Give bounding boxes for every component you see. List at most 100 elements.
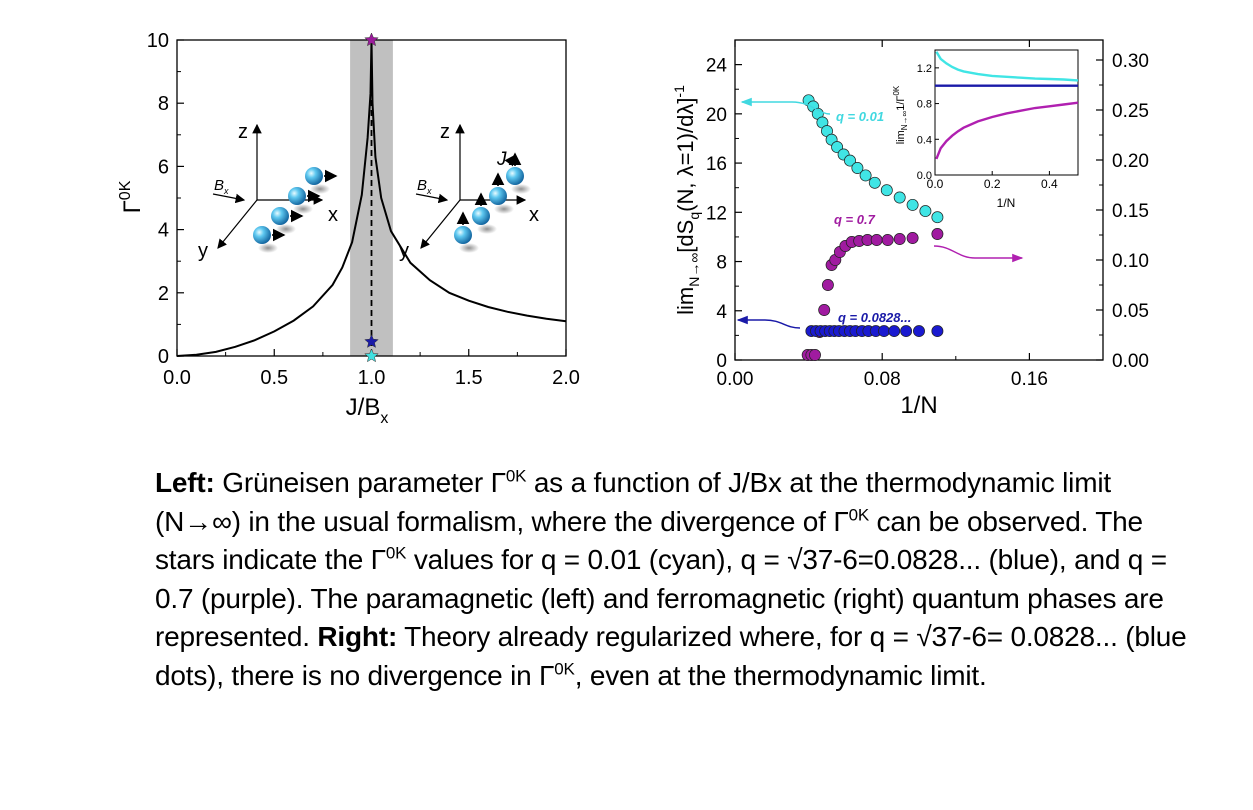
inset-ytick-label: 0.4	[917, 134, 932, 146]
spin-ball	[253, 226, 271, 244]
svg-text:Bx: Bx	[417, 177, 432, 196]
ferromagnetic-phase-sketch: z x y Bx J	[399, 121, 539, 262]
spin-ball	[271, 207, 289, 225]
right-plot-frame	[734, 39, 1104, 361]
right-xtick-label: 0.16	[1011, 369, 1048, 390]
right-ytick-right-label: 0.10	[1112, 251, 1149, 272]
data-point	[809, 349, 821, 361]
data-point	[881, 234, 894, 246]
spin-shadow	[293, 204, 313, 214]
spin-shadow	[511, 184, 531, 194]
left-xtick-label: 0.5	[260, 367, 288, 389]
spin-ball	[506, 167, 524, 185]
right-xtick-label: 0.00	[717, 369, 754, 390]
data-point	[844, 154, 856, 167]
right-ytick-left-label: 16	[706, 154, 727, 175]
spin-ball	[454, 226, 472, 244]
right-xtick-label: 0.08	[864, 369, 901, 390]
svg-text:z: z	[238, 121, 248, 143]
left-ytick-label: 4	[158, 220, 169, 242]
label-q-00828: q = 0.0828...	[838, 310, 911, 325]
right-ytick-left-label: 8	[716, 253, 727, 274]
spin-shadow	[477, 224, 497, 234]
gruneisen-curve	[176, 39, 567, 357]
right-ytick-right-label: 0.20	[1112, 151, 1149, 172]
data-point	[870, 234, 883, 246]
paramagnetic-phase-sketch: z x y Bx	[198, 121, 338, 262]
value-star	[364, 334, 379, 348]
svg-text:y: y	[198, 240, 208, 262]
inset-xtick-label: 0.4	[1041, 177, 1058, 191]
label-q-001: q = 0.01	[836, 109, 884, 124]
inset-ylabel: limN→∞1/Γ0K	[892, 85, 909, 144]
data-point	[931, 228, 944, 240]
inset-ytick-label: 0.8	[917, 99, 932, 111]
right-ytick-right-label: 0.05	[1112, 301, 1149, 322]
right-ytick-left-label: 4	[716, 302, 727, 323]
data-point	[868, 176, 881, 189]
value-star	[364, 348, 379, 363]
inset-series-line	[935, 101, 1079, 160]
left-xtick-label: 1.0	[358, 367, 386, 389]
right-ytick-right-label: 0.30	[1112, 51, 1149, 72]
spin-shadow	[459, 243, 479, 253]
left-ytick-label: 8	[158, 93, 169, 115]
inset-ytick-label: 0.0	[917, 170, 932, 182]
spin-ball	[472, 207, 490, 225]
data-point	[878, 325, 890, 338]
right-chart: 0.00 0.08 0.16 0 4 8 12 16 20 24 0.00 0.05 0.10 0.15 0…	[671, 39, 1149, 419]
inset-xtick-label: 0.0	[927, 177, 944, 191]
caption-left-label: Left:	[155, 467, 215, 498]
data-point	[851, 162, 864, 174]
data-point	[906, 232, 919, 244]
spin-shadow	[258, 243, 278, 253]
left-xtick-label: 2.0	[552, 367, 580, 389]
svg-text:J: J	[496, 149, 507, 170]
spin-shadow	[494, 204, 514, 214]
purple-axis-arrow	[933, 245, 1024, 263]
left-ytick-label: 6	[158, 156, 169, 178]
left-xtick-label: 1.5	[455, 367, 483, 389]
right-ytick-right-label: 0.00	[1112, 351, 1149, 372]
left-ytick-label: 10	[147, 30, 169, 52]
spin-shadow	[276, 224, 296, 234]
svg-text:z: z	[440, 121, 450, 143]
data-point	[900, 325, 913, 338]
inset-series-line	[935, 51, 1079, 82]
value-star	[364, 32, 379, 47]
left-ytick-label: 2	[158, 283, 169, 305]
figure-caption: Left: Grüneisen parameter Γ0K as a funct…	[155, 466, 1187, 691]
data-point	[919, 205, 932, 218]
data-point	[913, 325, 925, 338]
right-ytick-left-label: 12	[706, 203, 727, 224]
caption-right-label: Right:	[317, 621, 398, 653]
label-q-07: q = 0.7	[834, 212, 876, 227]
left-xtick-label: 0.0	[163, 367, 191, 389]
blue-axis-arrow	[736, 315, 801, 329]
left-xlabel: J/Bx	[346, 394, 389, 427]
data-point	[821, 279, 834, 291]
right-ytick-left-label: 0	[716, 351, 727, 372]
spin-ball	[288, 187, 306, 205]
svg-text:y: y	[399, 240, 409, 262]
right-xlabel: 1/N	[900, 392, 937, 419]
right-ytick-left-label: 20	[706, 105, 727, 126]
data-point	[906, 198, 919, 211]
data-point	[880, 184, 893, 197]
spin-ball	[489, 187, 507, 205]
right-ytick-left-label: 24	[706, 56, 728, 77]
data-point	[931, 211, 944, 224]
right-ylabel: limN→∞[dSq(N, λ=1)/dλ]-1	[671, 85, 702, 315]
right-ytick-right-label: 0.25	[1112, 101, 1149, 122]
left-ytick-label: 0	[158, 346, 169, 368]
left-ylabel: Γ0K	[117, 180, 146, 213]
data-point	[931, 325, 944, 338]
svg-text:Bx: Bx	[214, 177, 229, 196]
left-chart: 0.0 0.5 1.0 1.5 2.0 0 2 4 6 8 10 Γ0K J/Bx z x y Bx…	[117, 30, 580, 427]
svg-text:x: x	[529, 204, 539, 226]
inset-ytick-label: 1.2	[917, 63, 932, 75]
inset-chart: 0.0 0.2 0.4 0.0 0.4 0.8 1.2 limN→∞1/Γ0K 1/N	[892, 49, 1079, 210]
inset-xlabel: 1/N	[997, 196, 1016, 210]
data-point	[859, 169, 872, 182]
